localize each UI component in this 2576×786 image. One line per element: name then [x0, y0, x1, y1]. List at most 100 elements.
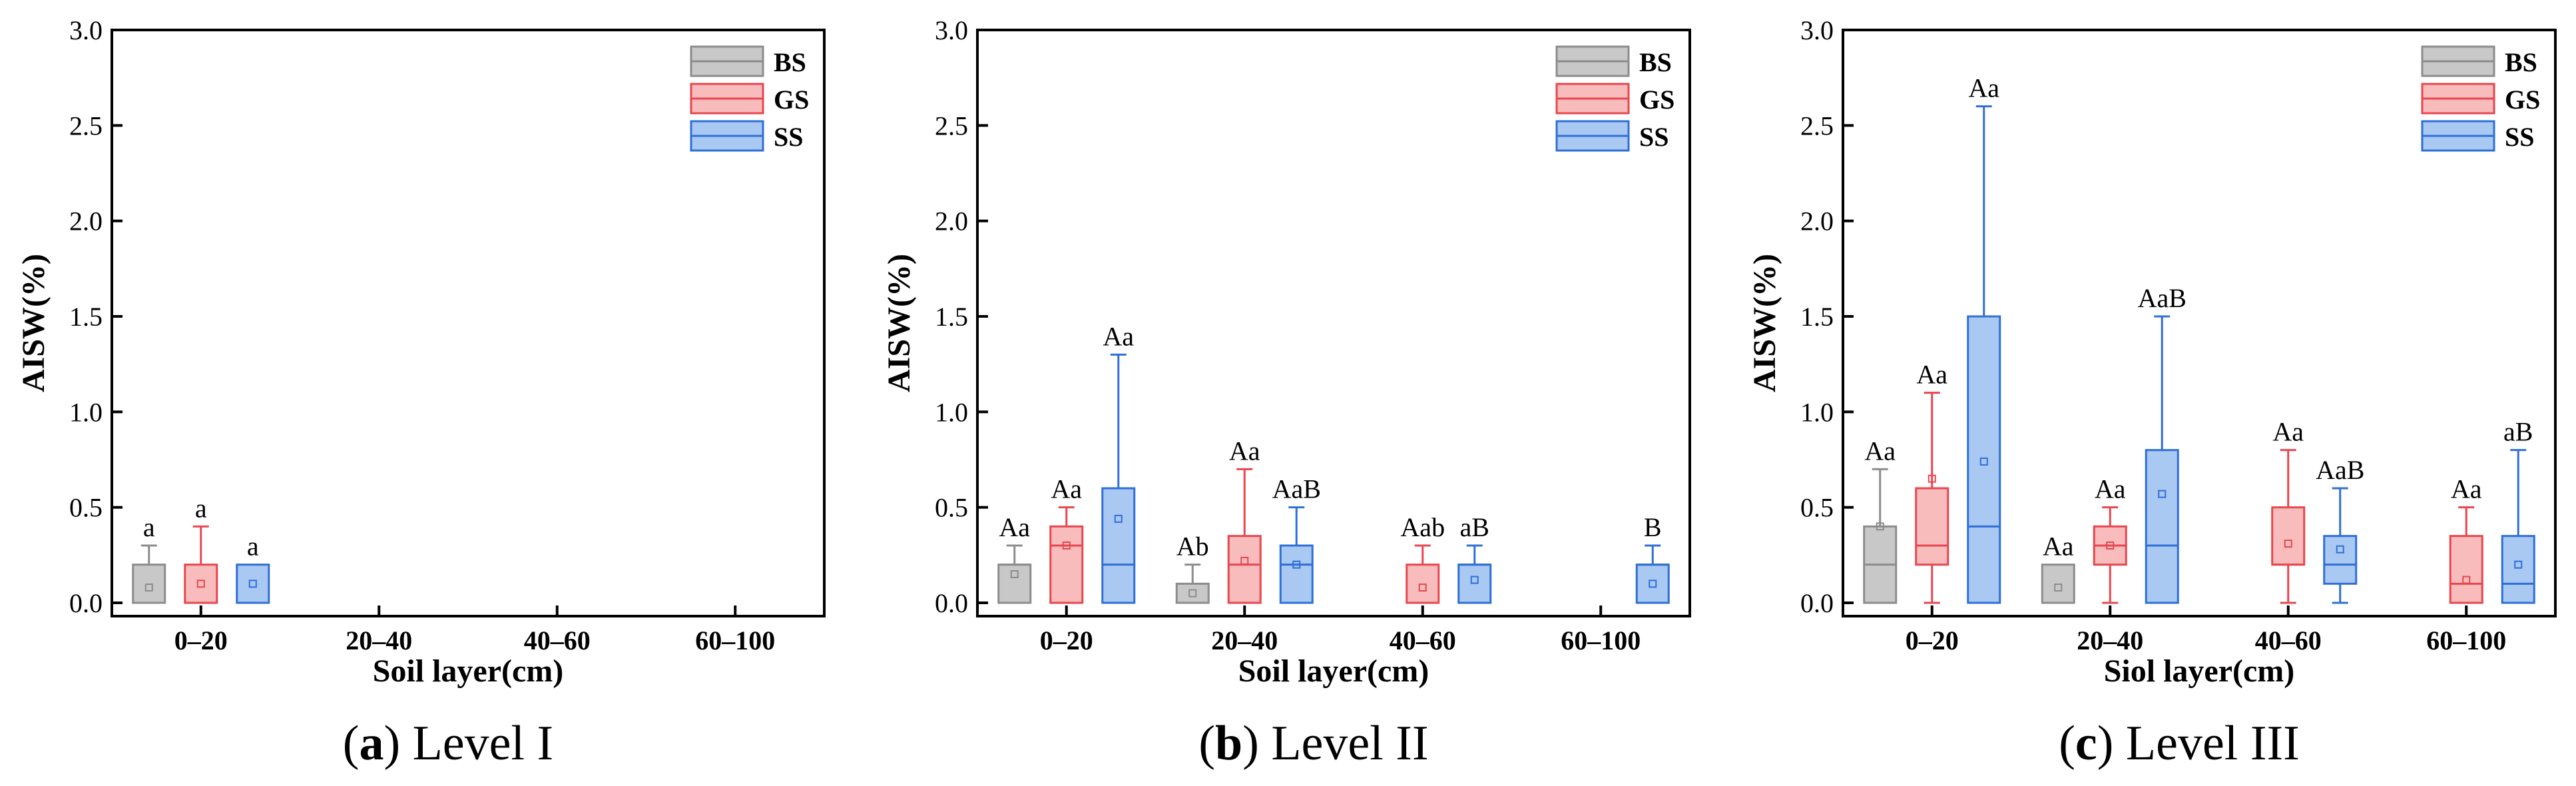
box-body — [2323, 535, 2358, 585]
box-mean-marker — [2054, 584, 2063, 592]
x-tick-label: 0–20 — [174, 625, 228, 655]
legend-label-ss: SS — [1639, 122, 1669, 152]
box-body — [236, 564, 270, 604]
significance-label: Aa — [1916, 360, 1947, 390]
caption-prefix-close: ) — [384, 716, 412, 771]
box-mean-marker — [1979, 457, 1988, 466]
y-tick-label: 2.0 — [1800, 206, 1834, 236]
x-tick-label: 20–40 — [2077, 625, 2143, 655]
significance-label: Ab — [1176, 532, 1209, 562]
x-axis-title: Soil layer(cm) — [1238, 653, 1429, 689]
legend-label-gs: GS — [774, 85, 809, 115]
caption-prefix-letter: b — [1215, 716, 1242, 771]
box-bs-2: Aa — [2041, 532, 2075, 604]
box-mean-marker — [1418, 584, 1427, 592]
caption-name: Level II — [1271, 716, 1428, 771]
box-gs-3: Aab — [1400, 512, 1445, 604]
legend-label-ss: SS — [774, 122, 804, 152]
box-body — [1967, 315, 2001, 604]
box-ss-1: a — [236, 532, 270, 604]
panel-caption: (b) Level II — [1198, 716, 1428, 771]
box-mean-marker — [1062, 542, 1071, 550]
box-body — [1101, 487, 1136, 604]
significance-label: AaB — [1272, 474, 1321, 504]
x-tick-label: 20–40 — [346, 625, 412, 655]
box-body — [2271, 506, 2306, 566]
box-ss-1: Aa — [1967, 73, 2001, 604]
significance-label: aB — [1460, 512, 1489, 542]
box-bs-1: Aa — [997, 512, 1032, 604]
x-tick-label: 60–100 — [1561, 625, 1641, 655]
box-gs-1: Aa — [1915, 360, 1949, 604]
x-axis-title: Soil layer(cm) — [373, 653, 564, 689]
box-mean-marker — [1649, 580, 1657, 588]
caption-prefix-letter: a — [359, 716, 384, 771]
box-body — [2145, 449, 2179, 604]
box-body — [1279, 544, 1314, 604]
significance-label: AaB — [2138, 283, 2187, 313]
y-tick-label: 0.0 — [935, 588, 968, 618]
caption-name: Level III — [2126, 716, 2300, 771]
box-mean-marker — [196, 580, 205, 588]
y-tick-label: 0.5 — [69, 493, 103, 523]
box-mean-marker — [144, 584, 153, 592]
box-gs-1: Aa — [1049, 474, 1084, 604]
box-body — [2501, 535, 2535, 604]
y-tick-label: 0.5 — [935, 493, 968, 523]
panel-caption: (a) Level I — [343, 716, 553, 771]
chart-panel-1: 0.0 0.5 1.0 1.5 2.0 2.5 3.0 AISW(%) 0–20 20–40 40–… — [16, 15, 826, 771]
plot-frame — [111, 29, 826, 617]
box-mean-marker — [2514, 560, 2523, 569]
y-tick-label: 3.0 — [69, 15, 103, 45]
chart-panel-3: 0.0 0.5 1.0 1.5 2.0 2.5 3.0 AISW(%) 0–20 20–40 40–… — [1747, 15, 2557, 771]
y-tick-label: 1.0 — [1800, 397, 1834, 427]
box-bs-2: Ab — [1175, 532, 1210, 604]
x-tick-label: 40–60 — [2255, 625, 2322, 655]
significance-label: Aa — [2043, 532, 2074, 562]
box-mean-marker — [2284, 540, 2292, 548]
box-body — [1915, 487, 1949, 566]
y-tick-label: 2.5 — [69, 111, 103, 141]
legend-label-bs: BS — [1639, 47, 1672, 77]
y-tick-label: 2.0 — [935, 206, 968, 236]
x-tick-label: 40–60 — [1390, 625, 1456, 655]
significance-label: a — [247, 532, 259, 562]
significance-label: Aa — [2451, 474, 2482, 504]
box-ss-4: aB — [2501, 417, 2535, 604]
y-tick-label: 1.0 — [69, 397, 103, 427]
caption-prefix: ( — [343, 716, 360, 771]
significance-label: Aab — [1400, 512, 1445, 542]
y-tick-label: 3.0 — [935, 15, 968, 45]
significance-label: aB — [2503, 417, 2533, 447]
box-ss-1: Aa — [1101, 321, 1136, 604]
box-body — [184, 564, 218, 604]
plot-frame — [1842, 29, 2557, 617]
box-mean-marker — [2158, 490, 2167, 498]
box-mean-marker — [1876, 522, 1884, 531]
caption-name: Level I — [413, 716, 554, 771]
y-tick-label: 2.5 — [1800, 111, 1834, 141]
significance-label: Aa — [999, 512, 1030, 542]
significance-label: a — [195, 493, 207, 523]
caption-prefix-letter: c — [2075, 716, 2097, 771]
chart-panel-2: 0.0 0.5 1.0 1.5 2.0 2.5 3.0 AISW(%) 0–20 20–40 40–… — [882, 15, 1691, 771]
caption-prefix: ( — [1198, 716, 1215, 771]
box-ss-3: AaB — [2316, 455, 2364, 604]
significance-label: AaB — [2316, 455, 2364, 485]
legend-label-gs: GS — [1639, 85, 1674, 115]
x-tick-label: 20–40 — [1211, 625, 1278, 655]
significance-label: Aa — [2272, 417, 2304, 447]
y-tick-label: 1.5 — [69, 302, 103, 332]
x-tick-label: 60–100 — [695, 625, 775, 655]
box-mean-marker — [1114, 514, 1123, 523]
box-mean-marker — [2336, 545, 2344, 554]
significance-label: Aa — [1864, 436, 1896, 466]
y-axis-title: AISW(%) — [16, 254, 51, 392]
panel-caption: (c) Level III — [2059, 716, 2300, 771]
significance-label: Aa — [1229, 436, 1260, 466]
plot-frame — [976, 29, 1691, 617]
box-mean-marker — [1928, 474, 1936, 483]
box-mean-marker — [1010, 570, 1019, 578]
